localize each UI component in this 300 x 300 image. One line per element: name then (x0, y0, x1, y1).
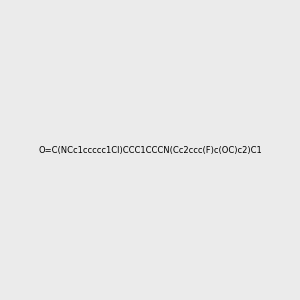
Text: O=C(NCc1ccccc1Cl)CCC1CCCN(Cc2ccc(F)c(OC)c2)C1: O=C(NCc1ccccc1Cl)CCC1CCCN(Cc2ccc(F)c(OC)… (38, 146, 262, 154)
